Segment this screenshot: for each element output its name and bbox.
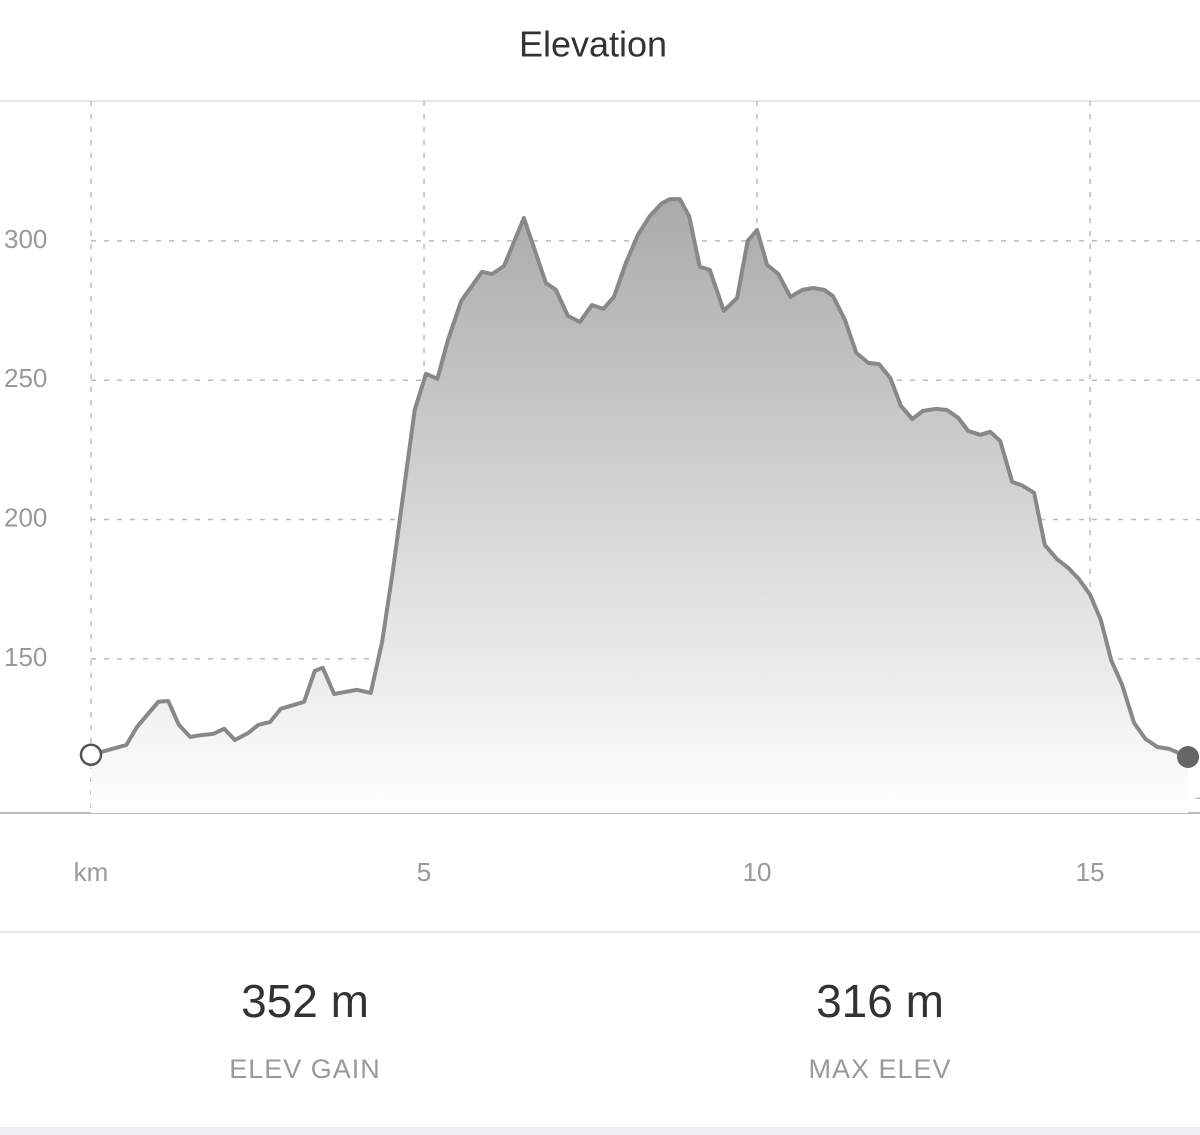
stat-value: 316 m bbox=[816, 975, 944, 1027]
y-tick-label: 250 bbox=[4, 363, 47, 393]
y-tick-label: 150 bbox=[4, 642, 47, 672]
stat-value: 352 m bbox=[241, 975, 369, 1027]
x-tick-label: 10 bbox=[743, 857, 772, 887]
bottom-strip bbox=[0, 1127, 1200, 1135]
elevation-line bbox=[90, 197, 1189, 759]
x-tick-label: 15 bbox=[1076, 857, 1105, 887]
stat-label: MAX ELEV bbox=[808, 1054, 951, 1084]
elevation-area bbox=[91, 199, 1189, 814]
chart-title: Elevation bbox=[519, 24, 667, 65]
stat-label: ELEV GAIN bbox=[229, 1054, 381, 1084]
x-tick-label: km bbox=[74, 857, 109, 887]
y-tick-label: 300 bbox=[4, 224, 47, 254]
end-point bbox=[1177, 745, 1200, 768]
start-point bbox=[79, 743, 103, 767]
stats: 352 m ELEV GAIN 316 m MAX ELEV bbox=[229, 975, 951, 1084]
x-tick-label: 5 bbox=[417, 857, 431, 887]
y-tick-label: 200 bbox=[4, 502, 47, 532]
